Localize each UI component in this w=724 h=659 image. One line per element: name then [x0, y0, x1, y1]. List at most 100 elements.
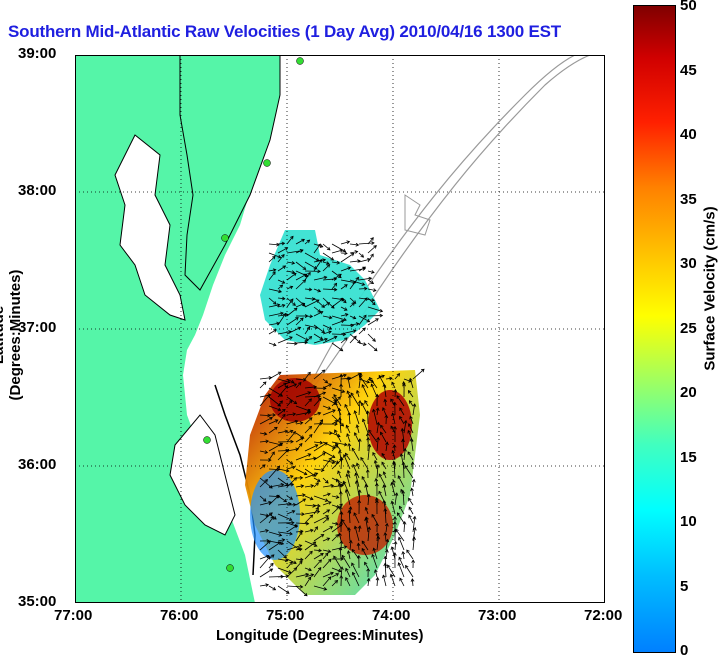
velocity-arrowhead — [314, 444, 319, 448]
velocity-arrowhead — [367, 443, 372, 448]
velocity-arrow — [286, 261, 295, 264]
velocity-arrowhead — [330, 483, 335, 488]
velocity-arrowhead — [383, 398, 388, 403]
velocity-arrow — [345, 568, 351, 578]
velocity-arrow — [402, 551, 405, 560]
velocity-arrowhead — [284, 429, 289, 434]
velocity-arrowhead — [283, 554, 287, 559]
velocity-arrow — [295, 498, 306, 506]
colorbar — [633, 5, 676, 653]
velocity-arrowhead — [397, 475, 402, 479]
velocity-arrow — [374, 569, 378, 578]
velocity-arrow — [268, 541, 282, 551]
velocity-arrow — [268, 516, 274, 524]
velocity-arrow — [277, 409, 286, 416]
velocity-arrowhead — [371, 298, 375, 302]
velocity-arrowhead — [334, 422, 338, 426]
velocity-arrowhead — [318, 548, 322, 553]
velocity-arrow — [351, 562, 360, 578]
velocity-arrow — [391, 382, 396, 389]
velocity-arrowhead — [274, 419, 279, 423]
velocity-arrowhead — [365, 432, 370, 437]
velocity-arrow — [331, 273, 342, 281]
velocity-arrow — [268, 531, 282, 536]
velocity-arrow — [259, 584, 269, 587]
velocity-arrow — [295, 378, 306, 381]
velocity-arrow — [259, 530, 269, 533]
velocity-arrowhead — [379, 313, 384, 318]
velocity-arrow — [361, 476, 369, 488]
velocity-arrow — [277, 279, 285, 284]
velocity-arrowhead — [279, 284, 284, 289]
velocity-arrowhead — [276, 303, 281, 308]
y-tick-label: 36:00 — [18, 456, 57, 473]
velocity-arrow — [339, 547, 342, 560]
velocity-arrow — [365, 484, 369, 497]
velocity-arrowhead — [405, 564, 409, 569]
velocity-arrow — [367, 270, 375, 273]
velocity-arrowhead — [327, 549, 332, 554]
velocity-arrow — [358, 342, 367, 346]
velocity-arrowhead — [307, 576, 312, 581]
velocity-arrowhead — [324, 552, 329, 557]
velocity-arrowhead — [337, 396, 341, 400]
velocity-arrow — [350, 392, 360, 407]
velocity-arrowhead — [339, 566, 344, 570]
velocity-arrow — [304, 386, 317, 389]
velocity-arrowhead — [336, 478, 340, 483]
velocity-arrowhead — [326, 302, 331, 306]
velocity-arrowhead — [326, 537, 331, 541]
velocity-arrow — [286, 307, 298, 317]
velocity-arrowhead — [269, 568, 274, 572]
velocity-arrowhead — [272, 271, 276, 276]
velocity-arrow — [277, 284, 283, 290]
velocity-arrow — [277, 575, 289, 578]
velocity-arrowhead — [354, 250, 359, 254]
velocity-arrow — [403, 378, 412, 382]
velocity-arrow — [259, 495, 267, 502]
velocity-arrowhead — [277, 541, 282, 545]
velocity-arrowhead — [372, 408, 376, 413]
velocity-arrowhead — [354, 480, 359, 484]
velocity-arrowhead — [408, 497, 412, 502]
velocity-arrowhead — [364, 483, 369, 488]
velocity-arrowhead — [401, 381, 406, 385]
velocity-arrowhead — [391, 449, 396, 454]
velocity-arrow — [295, 443, 303, 452]
velocity-arrow — [367, 279, 374, 284]
velocity-arrow — [277, 247, 288, 254]
velocity-arrowhead — [326, 246, 331, 251]
y-tick-label: 39:00 — [18, 45, 57, 62]
velocity-arrow — [268, 288, 282, 293]
velocity-arrow — [313, 553, 324, 560]
station-marker — [221, 234, 229, 242]
velocity-arrow — [394, 492, 398, 506]
velocity-arrowhead — [332, 409, 336, 413]
velocity-arrow — [295, 422, 303, 425]
velocity-arrowhead — [291, 261, 296, 265]
colorbar-tick: 5 — [680, 578, 689, 595]
velocity-arrowhead — [358, 374, 363, 379]
velocity-arrow — [348, 510, 351, 524]
velocity-arrow — [331, 320, 344, 326]
velocity-arrow — [286, 561, 293, 569]
velocity-arrowhead — [357, 438, 362, 442]
velocity-arrow — [268, 271, 276, 281]
velocity-arrowhead — [322, 391, 327, 396]
velocity-arrow — [349, 260, 361, 263]
velocity-arrowhead — [346, 550, 351, 554]
velocity-arrowhead — [267, 413, 271, 418]
velocity-arrowhead — [312, 541, 317, 546]
velocity-arrow — [286, 430, 293, 434]
velocity-arrow — [313, 585, 327, 590]
velocity-arrow — [322, 576, 332, 587]
velocity-arrowhead — [397, 562, 402, 566]
velocity-arrowhead — [280, 311, 284, 316]
velocity-arrowhead — [390, 546, 395, 551]
velocity-arrow — [286, 510, 295, 515]
velocity-arrowhead — [284, 247, 289, 251]
velocity-arrowhead — [375, 532, 380, 536]
velocity-arrow — [322, 526, 333, 533]
velocity-arrowhead — [351, 562, 355, 567]
velocity-arrow — [335, 443, 342, 452]
